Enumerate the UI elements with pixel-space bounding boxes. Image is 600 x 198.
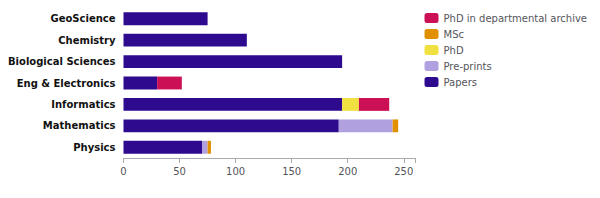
- svg-text:Biological Sciences: Biological Sciences: [8, 56, 116, 67]
- svg-text:Chemistry: Chemistry: [58, 35, 116, 46]
- svg-text:Papers: Papers: [444, 77, 478, 88]
- svg-text:PhD in departmental archive: PhD in departmental archive: [444, 13, 588, 24]
- svg-text:GeoScience: GeoScience: [50, 13, 115, 24]
- svg-text:50: 50: [173, 166, 186, 177]
- svg-text:100: 100: [226, 166, 245, 177]
- svg-text:PhD: PhD: [444, 45, 464, 56]
- svg-text:250: 250: [394, 166, 413, 177]
- svg-text:Eng & Electronics: Eng & Electronics: [17, 78, 116, 89]
- svg-text:150: 150: [282, 166, 301, 177]
- svg-text:Physics: Physics: [73, 142, 115, 153]
- svg-text:0: 0: [120, 166, 126, 177]
- svg-text:Pre-prints: Pre-prints: [444, 61, 492, 72]
- svg-text:200: 200: [338, 166, 357, 177]
- svg-text:MSc: MSc: [444, 29, 464, 40]
- svg-text:Mathematics: Mathematics: [43, 120, 116, 131]
- svg-text:Informatics: Informatics: [51, 99, 115, 110]
